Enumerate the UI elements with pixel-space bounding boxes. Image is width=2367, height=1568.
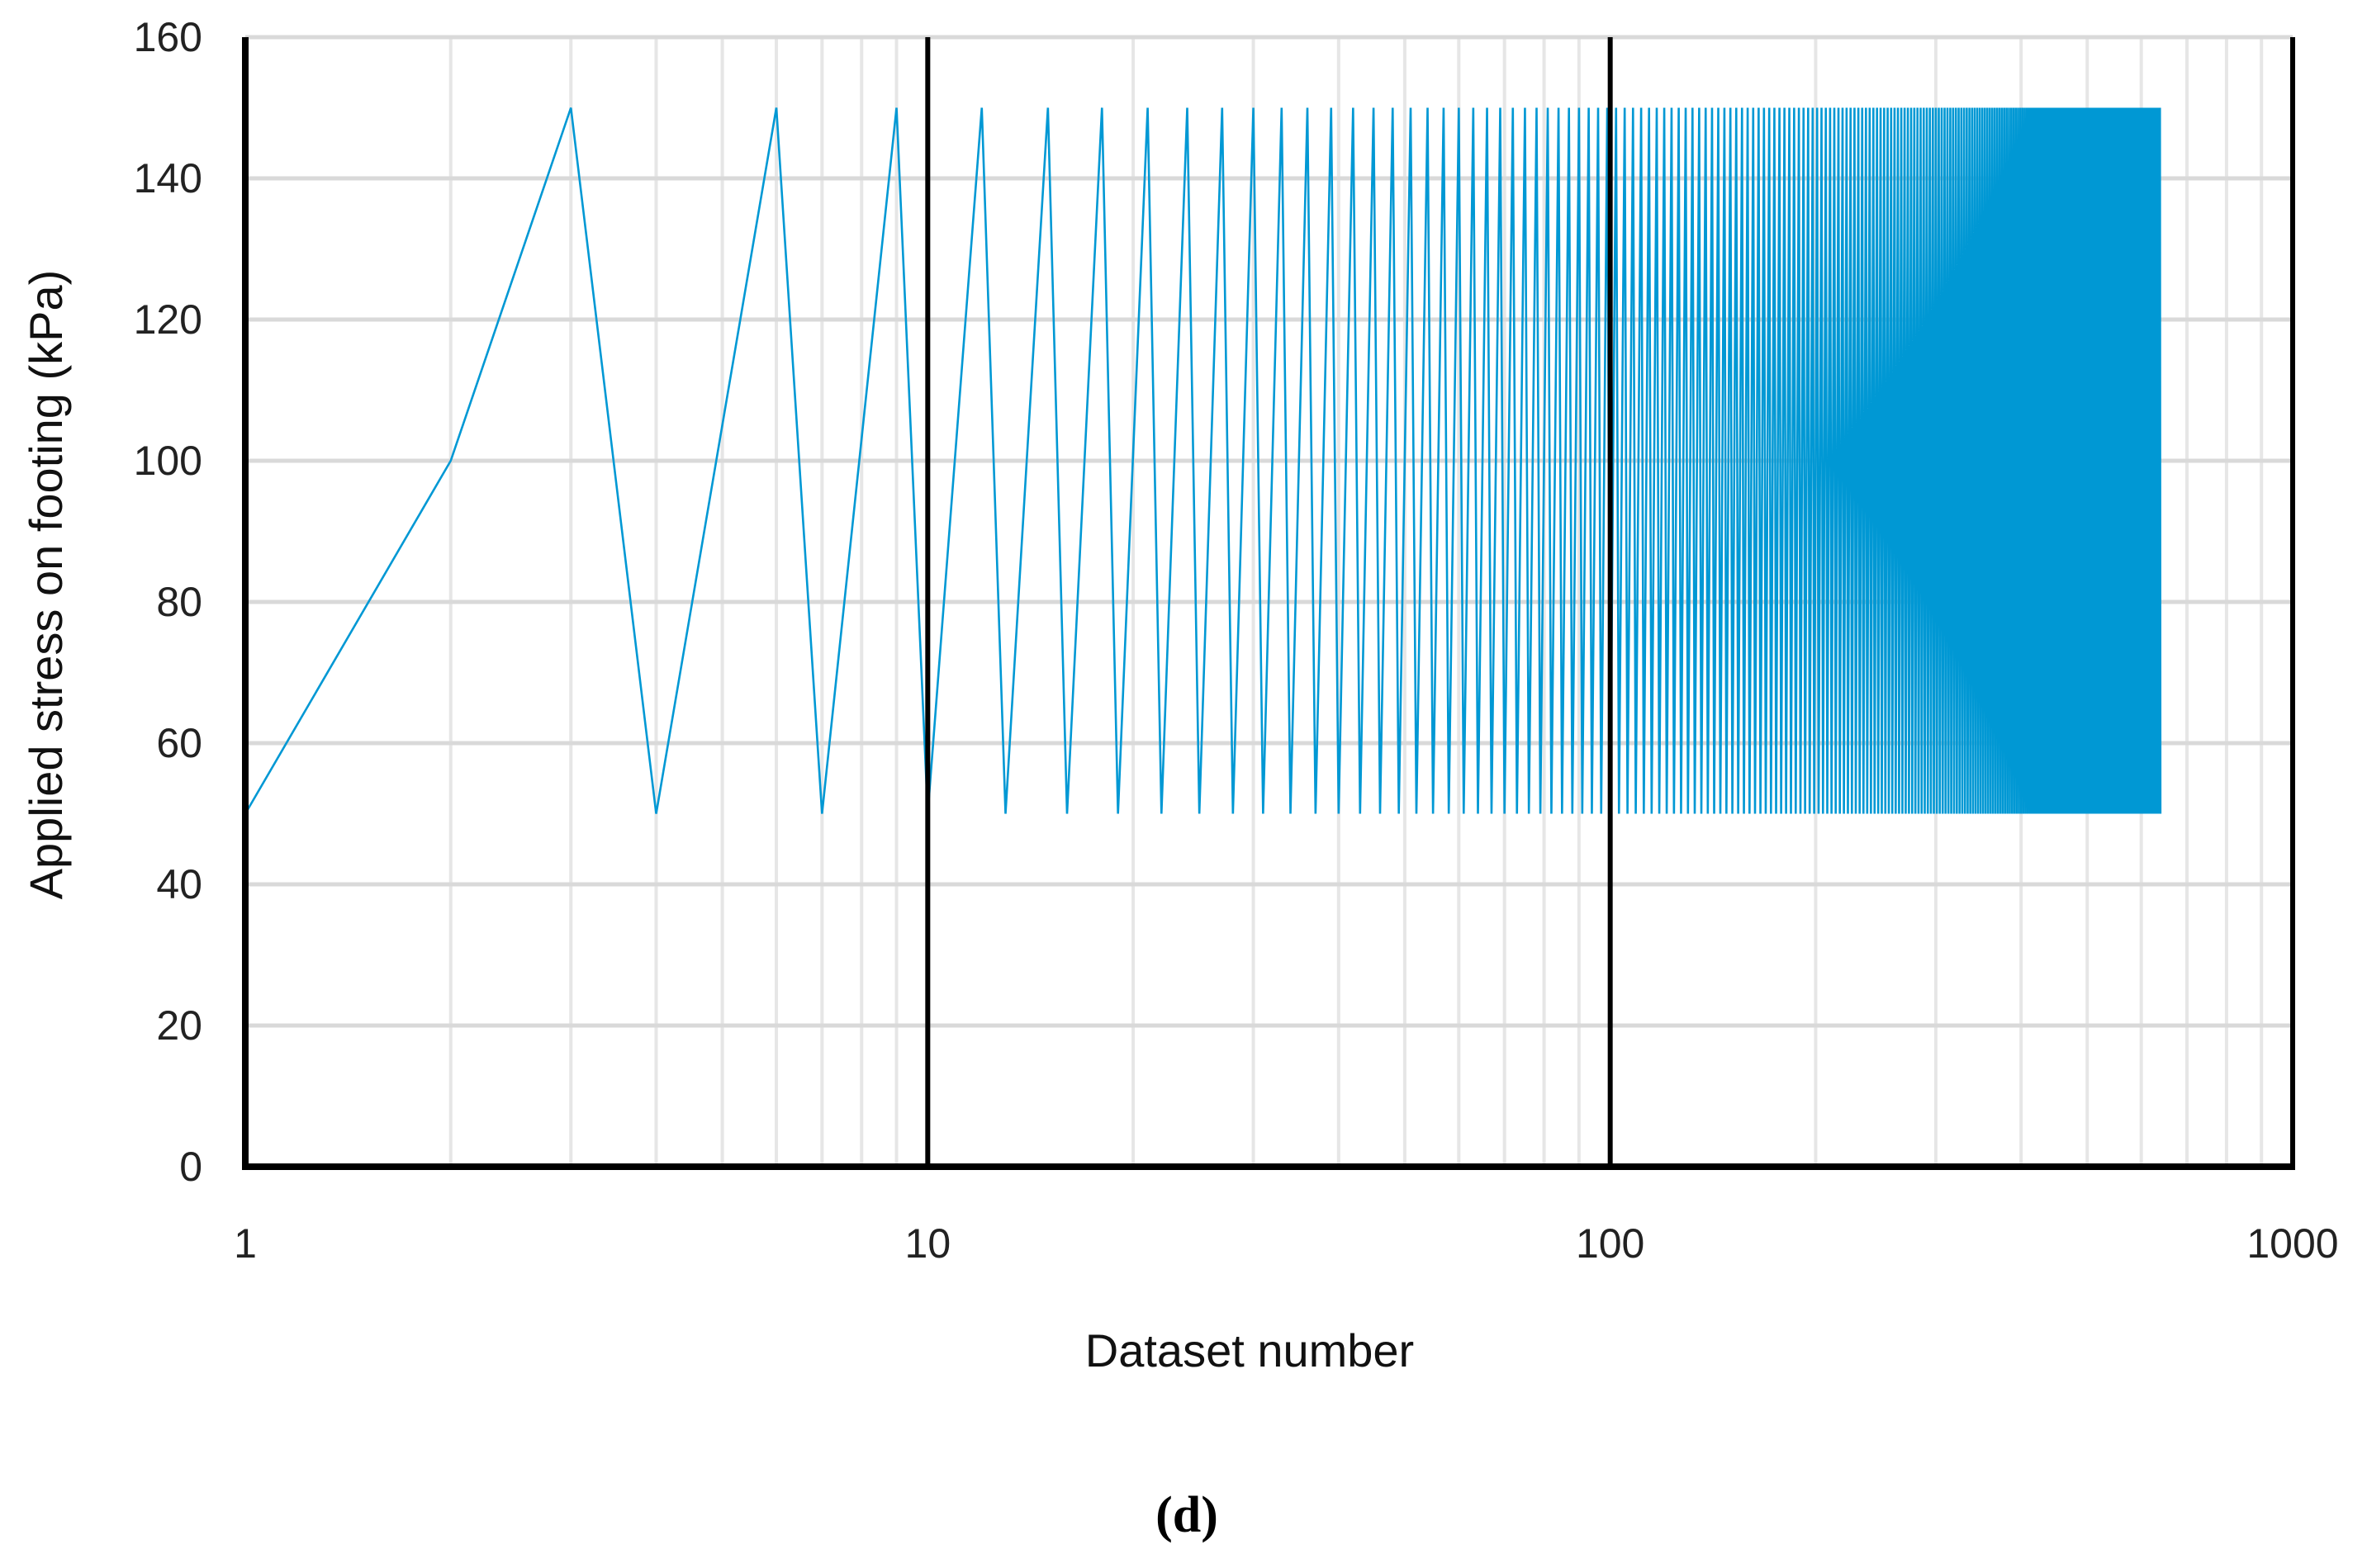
y-tick-labels: 0 20 40 60 80 100 120 140 160 — [134, 14, 202, 1190]
y-tick-label: 80 — [156, 579, 202, 625]
x-tick-label: 1000 — [2246, 1220, 2338, 1267]
y-tick-label: 120 — [134, 296, 202, 343]
stress-series — [244, 107, 2162, 815]
y-tick-label: 140 — [134, 155, 202, 201]
series-line — [244, 107, 2162, 815]
y-tick-label: 40 — [156, 861, 202, 907]
axes — [242, 37, 2295, 1170]
panel-label: (d) — [1155, 1487, 1218, 1543]
x-axis-title: Dataset number — [1085, 1324, 1414, 1376]
x-tick-label: 10 — [905, 1220, 951, 1267]
y-tick-label: 20 — [156, 1002, 202, 1049]
x-tick-labels: 1 10 100 1000 — [234, 1220, 2339, 1267]
y-tick-label: 0 — [179, 1144, 202, 1190]
y-tick-label: 60 — [156, 720, 202, 766]
y-axis-title: Applied stress on footing (kPa) — [20, 270, 72, 900]
y-tick-label: 160 — [134, 14, 202, 60]
y-tick-label: 100 — [134, 438, 202, 484]
x-tick-label: 100 — [1576, 1220, 1644, 1267]
x-tick-label: 1 — [234, 1220, 257, 1267]
